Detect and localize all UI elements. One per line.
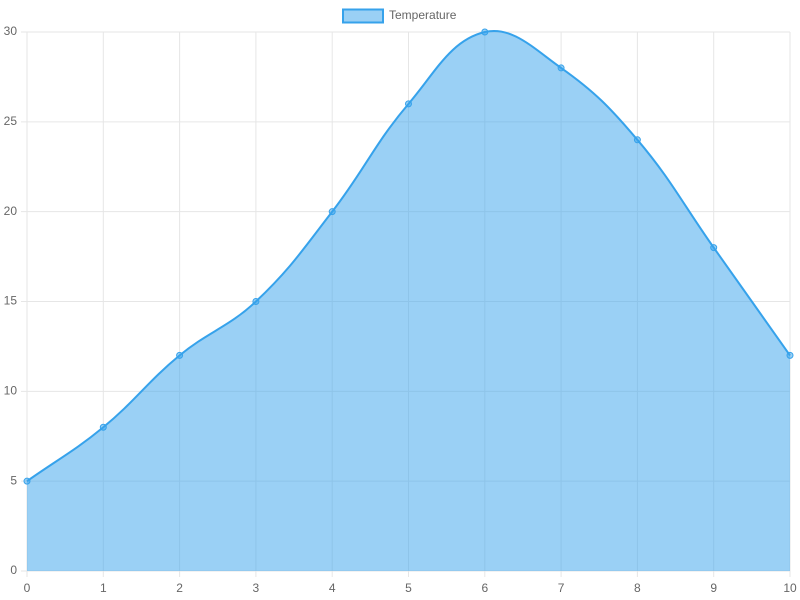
- y-tick-label: 10: [4, 384, 18, 398]
- point: [405, 100, 412, 108]
- x-tick-label: 3: [253, 581, 260, 595]
- point: [710, 244, 718, 252]
- y-tick-label: 5: [10, 473, 17, 487]
- y-tick-label: 0: [10, 563, 17, 577]
- x-tick-label: 10: [783, 581, 797, 595]
- y-tick-label: 30: [4, 24, 18, 38]
- point: [557, 64, 565, 72]
- point: [328, 208, 336, 216]
- point: [99, 423, 107, 431]
- x-tick-label: 9: [710, 581, 717, 595]
- x-tick-label: 2: [176, 581, 183, 595]
- point: [252, 298, 260, 305]
- x-tick-label: 8: [634, 581, 641, 595]
- x-tick-label: 4: [329, 581, 336, 595]
- x-tick-label: 6: [481, 581, 488, 595]
- x-tick-label: 0: [24, 581, 31, 595]
- legend-label: Temperature: [389, 8, 457, 22]
- point: [481, 28, 489, 36]
- point: [633, 136, 641, 144]
- x-tick-label: 7: [558, 581, 565, 595]
- area: [27, 30, 790, 572]
- y-tick-label: 20: [4, 204, 18, 218]
- point: [176, 351, 184, 359]
- legend-swatch: [342, 8, 384, 24]
- point: [786, 351, 794, 359]
- x-tick-label: 5: [405, 581, 412, 595]
- x-tick-label: 1: [100, 581, 107, 595]
- y-tick-label: 15: [4, 294, 18, 308]
- point: [23, 477, 31, 485]
- y-tick-label: 25: [4, 114, 18, 128]
